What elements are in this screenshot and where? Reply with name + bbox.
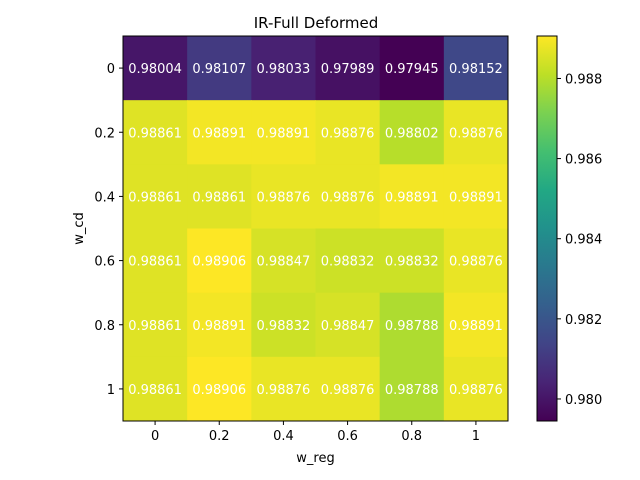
cell-value-label: 0.97989 (321, 62, 375, 77)
x-tick-label: 0.4 (273, 429, 294, 444)
cell-value-label: 0.98861 (192, 190, 246, 205)
cell-value-label: 0.98802 (385, 126, 439, 141)
cell-value-label: 0.97945 (385, 62, 439, 77)
y-axis: 0 0.2 0.4 0.6 0.8 1 (94, 62, 123, 398)
colorbar-tick-label: 0.984 (565, 233, 602, 248)
cell-value-label: 0.98876 (449, 383, 503, 398)
y-tick-label: 1 (107, 383, 115, 398)
cell-value-label: 0.98832 (385, 255, 439, 270)
colorbar-tick-label: 0.986 (565, 153, 602, 168)
cell-value-label: 0.98847 (321, 319, 375, 334)
colorbar-tick-label: 0.982 (565, 313, 602, 328)
cell-value-label: 0.98876 (449, 126, 503, 141)
cell-value-label: 0.98891 (192, 319, 246, 334)
y-tick-label: 0.8 (94, 319, 115, 334)
cell-value-label: 0.98891 (449, 319, 503, 334)
x-axis: 0 0.2 0.4 0.6 0.8 1 (151, 421, 480, 444)
cell-value-label: 0.98861 (128, 126, 182, 141)
cell-value-label: 0.98876 (449, 255, 503, 270)
colorbar-tick-label: 0.980 (565, 393, 602, 408)
cell-value-label: 0.98832 (321, 255, 375, 270)
y-axis-label: w_cd (72, 212, 87, 245)
y-tick-label: 0 (107, 62, 115, 77)
cell-value-label: 0.98847 (257, 255, 311, 270)
cell-value-label: 0.98152 (449, 62, 503, 77)
cell-value-label: 0.98876 (321, 126, 375, 141)
cell-value-label: 0.98876 (257, 190, 311, 205)
colorbar: 0.980 0.982 0.984 0.986 0.988 (537, 36, 602, 421)
x-axis-label: w_reg (296, 451, 334, 466)
cell-value-label: 0.98876 (321, 383, 375, 398)
chart-title: IR-Full Deformed (254, 14, 379, 32)
cell-value-label: 0.98861 (128, 255, 182, 270)
cell-value-label: 0.98891 (449, 190, 503, 205)
cell-value-label: 0.98788 (385, 383, 439, 398)
cell-value-label: 0.98107 (192, 62, 246, 77)
y-tick-label: 0.6 (94, 255, 115, 270)
x-tick-label: 0.8 (401, 429, 422, 444)
x-tick-label: 0.2 (209, 429, 230, 444)
colorbar-gradient (537, 36, 557, 421)
y-tick-label: 0.4 (94, 190, 115, 205)
x-tick-label: 0 (151, 429, 159, 444)
cell-value-label: 0.98876 (257, 383, 311, 398)
cell-value-label: 0.98891 (192, 126, 246, 141)
x-tick-label: 1 (472, 429, 480, 444)
x-tick-label: 0.6 (337, 429, 358, 444)
colorbar-axis: 0.980 0.982 0.984 0.986 0.988 (557, 72, 602, 407)
cell-value-label: 0.98891 (257, 126, 311, 141)
cell-value-label: 0.98876 (321, 190, 375, 205)
cell-value-label: 0.98906 (192, 255, 246, 270)
cell-value-label: 0.98788 (385, 319, 439, 334)
cell-value-label: 0.98004 (128, 62, 182, 77)
colorbar-tick-label: 0.988 (565, 72, 602, 87)
cell-value-label: 0.98906 (192, 383, 246, 398)
cell-value-label: 0.98891 (385, 190, 439, 205)
y-tick-label: 0.2 (94, 126, 115, 141)
heatmap-grid: 0.98004 0.98107 0.98033 0.97989 0.97945 0.981… (123, 36, 509, 422)
cell-value-label: 0.98861 (128, 190, 182, 205)
cell-value-label: 0.98033 (257, 62, 311, 77)
cell-value-label: 0.98861 (128, 383, 182, 398)
cell-value-label: 0.98861 (128, 319, 182, 334)
cell-value-label: 0.98832 (257, 319, 311, 334)
